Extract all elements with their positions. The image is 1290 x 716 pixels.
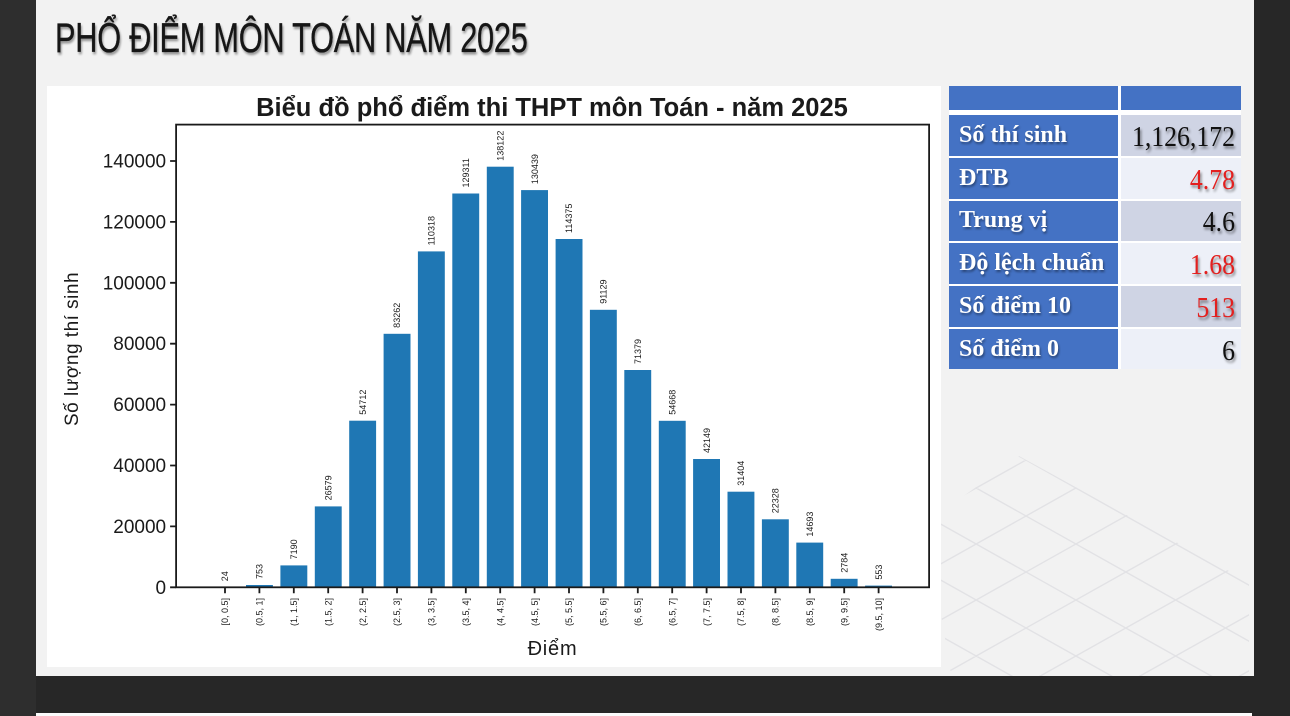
svg-text:(2.5, 3]: (2.5, 3] — [392, 598, 402, 626]
svg-text:129311: 129311 — [461, 158, 471, 187]
svg-text:14693: 14693 — [805, 512, 815, 537]
svg-text:553: 553 — [873, 565, 883, 580]
svg-text:(1.5, 2]: (1.5, 2] — [323, 598, 333, 626]
svg-text:Số lượng thí sinh: Số lượng thí sinh — [62, 272, 83, 426]
svg-text:22328: 22328 — [770, 488, 780, 513]
svg-text:2784: 2784 — [839, 553, 849, 573]
svg-text:(4.5, 5]: (4.5, 5] — [529, 598, 539, 626]
svg-text:0: 0 — [155, 578, 166, 599]
svg-text:7190: 7190 — [289, 539, 299, 559]
svg-text:(3, 3.5]: (3, 3.5] — [426, 598, 436, 626]
svg-text:(2, 2.5]: (2, 2.5] — [357, 598, 367, 626]
svg-text:753: 753 — [254, 564, 264, 579]
svg-text:110318: 110318 — [426, 216, 436, 245]
svg-text:83262: 83262 — [392, 303, 402, 328]
svg-text:(8.5, 9]: (8.5, 9] — [805, 598, 815, 626]
svg-text:(9.5, 10]: (9.5, 10] — [873, 598, 883, 631]
svg-text:(9, 9.5]: (9, 9.5] — [839, 598, 849, 626]
svg-text:(0.5, 1]: (0.5, 1] — [254, 598, 264, 626]
svg-text:(4, 4.5]: (4, 4.5] — [495, 598, 505, 626]
svg-text:60000: 60000 — [113, 395, 166, 416]
svg-text:71379: 71379 — [633, 339, 643, 364]
svg-text:42149: 42149 — [701, 428, 711, 453]
svg-text:(8, 8.5]: (8, 8.5] — [770, 598, 780, 626]
svg-text:31404: 31404 — [736, 461, 746, 486]
svg-text:20000: 20000 — [113, 517, 166, 538]
svg-text:(6.5, 7]: (6.5, 7] — [667, 598, 677, 626]
svg-text:(5.5, 6]: (5.5, 6] — [598, 598, 608, 626]
svg-text:138122: 138122 — [495, 131, 505, 161]
svg-text:(7, 7.5]: (7, 7.5] — [701, 598, 711, 626]
svg-text:54668: 54668 — [667, 390, 677, 415]
svg-text:100000: 100000 — [102, 273, 165, 294]
svg-text:(6, 6.5]: (6, 6.5] — [633, 598, 643, 626]
svg-text:[0, 0.5]: [0, 0.5] — [220, 598, 230, 626]
svg-text:130439: 130439 — [529, 154, 539, 184]
svg-text:120000: 120000 — [102, 212, 165, 233]
svg-text:26579: 26579 — [323, 475, 333, 500]
svg-text:114375: 114375 — [564, 204, 574, 233]
svg-text:(7.5, 8]: (7.5, 8] — [736, 598, 746, 626]
svg-text:91129: 91129 — [598, 279, 608, 303]
svg-text:(5, 5.5]: (5, 5.5] — [564, 598, 574, 626]
svg-text:40000: 40000 — [113, 456, 166, 477]
svg-text:140000: 140000 — [102, 152, 165, 173]
svg-text:(3.5, 4]: (3.5, 4] — [461, 598, 471, 626]
svg-text:Điểm: Điểm — [527, 638, 577, 660]
svg-text:54712: 54712 — [357, 390, 367, 415]
svg-text:80000: 80000 — [113, 334, 166, 355]
svg-text:Biểu đồ phổ điểm thi THPT môn: Biểu đồ phổ điểm thi THPT môn Toán - năm… — [256, 94, 848, 122]
svg-text:24: 24 — [220, 571, 230, 581]
svg-text:(1, 1.5]: (1, 1.5] — [289, 598, 299, 626]
